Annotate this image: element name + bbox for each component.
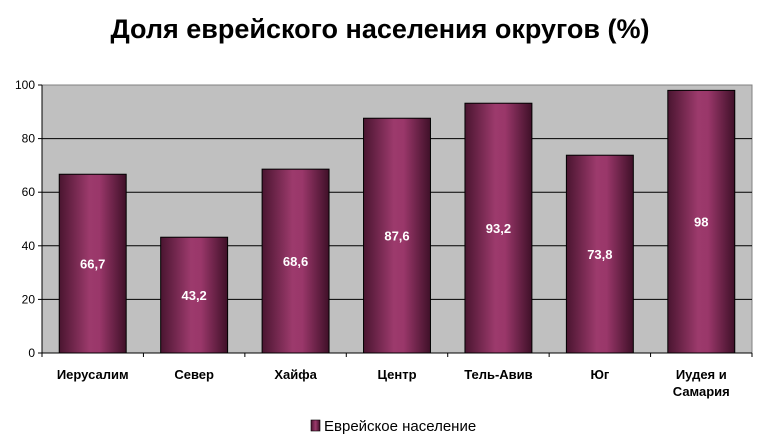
data-label-3: 87,6	[384, 229, 409, 244]
data-label-2: 68,6	[283, 254, 308, 269]
y-tick-label-1: 20	[22, 292, 36, 306]
legend: Еврейское население	[310, 418, 476, 435]
x-category-label-2: Хайфа	[274, 367, 317, 382]
x-category-label-0: Иерусалим	[57, 367, 129, 382]
x-category-label-3: Центр	[377, 367, 416, 382]
y-tick-label-0: 0	[28, 346, 35, 360]
data-label-1: 43,2	[181, 288, 206, 303]
x-category-label-1: Север	[174, 367, 214, 382]
bar-6	[667, 89, 736, 354]
chart-title: Доля еврейского населения округов (%)	[110, 14, 650, 44]
bar-3	[363, 117, 431, 354]
legend-label: Еврейское население	[324, 418, 476, 435]
y-tick-label-4: 80	[22, 132, 36, 146]
data-label-5: 73,8	[587, 247, 612, 262]
y-tick-label-5: 100	[15, 78, 35, 92]
data-label-6: 98	[694, 215, 708, 230]
bar-5	[565, 154, 634, 354]
y-tick-label-2: 40	[22, 239, 36, 253]
bar-2	[261, 168, 330, 354]
bar-0	[58, 173, 127, 354]
labels: 66,7 Иерусалим 43,2 Север 68,6 Хайфа 87,6 Центр…	[57, 215, 730, 399]
bar-4	[464, 102, 533, 354]
data-label-4: 93,2	[486, 221, 511, 236]
data-label-0: 66,7	[80, 257, 105, 272]
x-category-label-6: Иудея и Самария	[673, 367, 730, 399]
legend-swatch	[310, 419, 321, 432]
y-tick-label-3: 60	[22, 185, 36, 199]
bars	[58, 89, 736, 354]
x-category-label-4: Тель-Авив	[464, 367, 532, 382]
bar-1	[160, 236, 229, 354]
x-category-label-5: Юг	[590, 367, 609, 382]
